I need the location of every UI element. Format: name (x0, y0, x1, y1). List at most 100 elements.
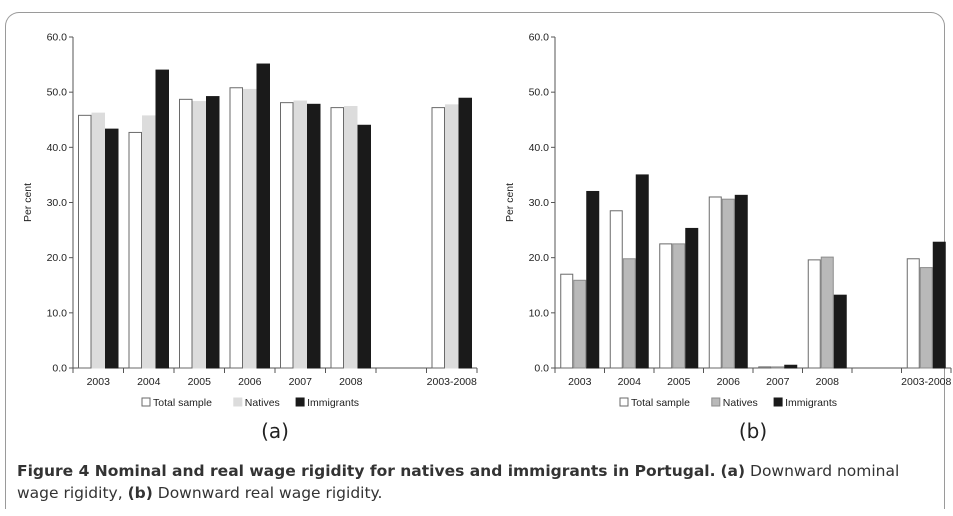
bar-total-sample (431, 107, 445, 369)
legend-swatch-total-sample (619, 397, 629, 407)
bar-total-sample (78, 114, 92, 369)
chart-legend: Total sample Natives Immigrants (141, 397, 359, 409)
bar-natives (192, 101, 206, 369)
bar-immigrants (206, 96, 220, 369)
bar-immigrants (256, 63, 270, 369)
bar-natives (820, 256, 834, 369)
bar-immigrants (155, 69, 169, 369)
y-tick-label: 40.0 (529, 142, 550, 154)
y-tick-label: 20.0 (47, 252, 68, 264)
x-tick-label: 2003-2008 (901, 376, 951, 388)
chart-legend: Total sample Natives Immigrants (619, 397, 837, 409)
x-tick-label: 2004 (137, 376, 161, 388)
legend-label: Total sample (153, 397, 212, 409)
x-tick-label: 2003 (87, 376, 111, 388)
bar-natives (919, 267, 933, 369)
y-tick-label: 20.0 (529, 252, 550, 264)
y-tick-label: 60.0 (47, 32, 68, 44)
bar-immigrants (932, 241, 946, 369)
bar-immigrants (307, 103, 321, 369)
bar-total-sample (280, 102, 294, 369)
y-tick-label: 0.0 (534, 363, 549, 375)
x-tick-label: 2006 (238, 376, 262, 388)
y-tick-label: 30.0 (47, 197, 68, 209)
caption-tag-b: (b) (127, 484, 153, 502)
bar-total-sample (659, 243, 673, 369)
legend-item: Natives (233, 397, 280, 409)
y-axis-label: Per cent (22, 183, 34, 222)
caption-title: Figure 4 Nominal and real wage rigidity … (17, 462, 716, 480)
bar-natives (293, 100, 307, 369)
bar-natives (721, 198, 735, 369)
panel-label: (a) (261, 419, 289, 443)
legend-item: Total sample (619, 397, 690, 409)
x-tick-label: 2007 (289, 376, 313, 388)
bar-total-sample (758, 366, 772, 369)
bar-immigrants (685, 227, 699, 369)
bar-total-sample (560, 273, 574, 369)
x-tick-label: 2008 (816, 376, 840, 388)
legend-swatch-immigrants (295, 397, 305, 407)
bar-immigrants (833, 294, 847, 369)
bar-immigrants (635, 174, 649, 369)
legend-swatch-natives (233, 397, 243, 407)
legend-label: Immigrants (785, 397, 837, 409)
legend-item: Immigrants (295, 397, 359, 409)
x-tick-label: 2003-2008 (427, 376, 477, 388)
bar-immigrants (105, 128, 119, 369)
legend-swatch-immigrants (773, 397, 783, 407)
bar-natives (91, 112, 105, 369)
caption-text-b: Downward real wage rigidity. (152, 484, 383, 502)
legend-label: Natives (723, 397, 758, 409)
bar-natives (622, 258, 636, 369)
legend-swatch-natives (711, 397, 721, 407)
x-tick-label: 2003 (568, 376, 592, 388)
bar-total-sample (906, 258, 920, 369)
legend-item: Total sample (141, 397, 212, 409)
chart-panel-a: 0.0 10.0 20.0 30.0 40.0 50.0 60.0 Per cent 2003 2… (22, 32, 478, 443)
y-tick-label: 60.0 (529, 32, 550, 44)
legend-item: Natives (711, 397, 758, 409)
bar-immigrants (734, 194, 748, 369)
x-tick-label: 2004 (618, 376, 642, 388)
caption-text-a: Downward nominal wage rigidity, (17, 462, 900, 502)
y-tick-label: 30.0 (529, 197, 550, 209)
legend-label: Total sample (631, 397, 690, 409)
y-tick-label: 10.0 (529, 307, 550, 319)
bar-total-sample (708, 196, 722, 369)
panel-label: (b) (739, 419, 767, 443)
bar-immigrants (458, 97, 472, 369)
x-tick-label: 2005 (188, 376, 212, 388)
bar-immigrants (357, 124, 371, 369)
x-tick-label: 2007 (766, 376, 790, 388)
bar-immigrants (784, 364, 798, 369)
caption-tag-a: (a) (720, 462, 746, 480)
y-tick-label: 50.0 (529, 87, 550, 99)
bar-natives (672, 243, 686, 369)
y-axis-label: Per cent (504, 183, 516, 222)
bar-total-sample (179, 98, 193, 369)
y-tick-label: 0.0 (52, 363, 67, 375)
legend-swatch-total-sample (141, 397, 151, 407)
x-tick-label: 2006 (717, 376, 741, 388)
bar-natives (445, 104, 459, 369)
bar-natives (771, 366, 785, 369)
bar-immigrants (586, 190, 600, 369)
legend-label: Immigrants (307, 397, 359, 409)
chart-panel-b: 0.0 10.0 20.0 30.0 40.0 50.0 60.0 Per cent 2003 2… (504, 32, 952, 444)
bar-total-sample (609, 210, 623, 369)
bar-total-sample (229, 87, 243, 369)
y-tick-label: 10.0 (47, 307, 68, 319)
bar-natives (344, 106, 358, 369)
x-tick-label: 2005 (667, 376, 691, 388)
bar-total-sample (330, 107, 344, 369)
x-tick-label: 2008 (339, 376, 363, 388)
bar-total-sample (807, 259, 821, 369)
legend-label: Natives (245, 397, 280, 409)
y-tick-label: 40.0 (47, 142, 68, 154)
bar-natives (573, 279, 587, 369)
bar-total-sample (128, 131, 142, 369)
bar-natives (243, 88, 257, 369)
bar-natives (142, 115, 156, 369)
